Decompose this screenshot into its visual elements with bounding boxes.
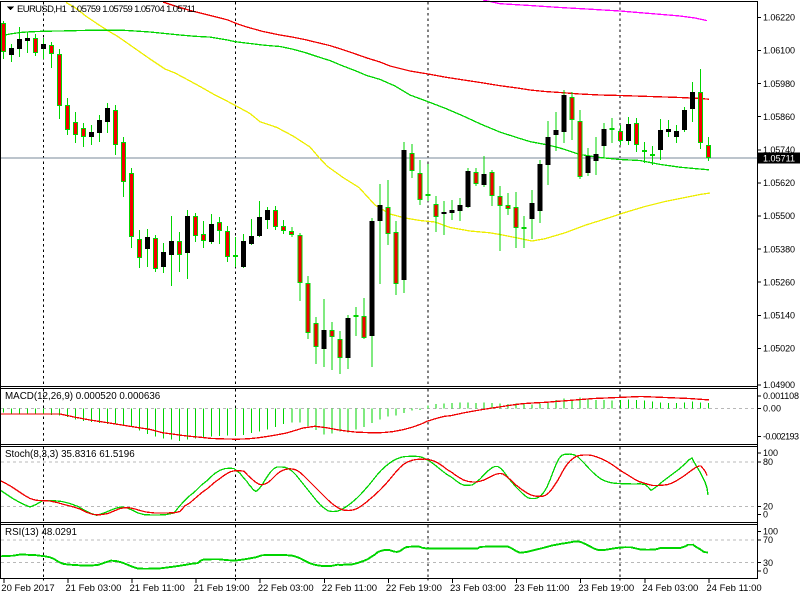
svg-text:1.05380: 1.05380 <box>763 244 795 254</box>
svg-text:70: 70 <box>763 535 773 545</box>
svg-text:1.05860: 1.05860 <box>763 112 795 122</box>
svg-text:80: 80 <box>763 457 773 467</box>
svg-text:22 Feb 11:00: 22 Feb 11:00 <box>322 583 377 594</box>
svg-text:RSI(13) 48.0291: RSI(13) 48.0291 <box>5 527 77 538</box>
svg-text:22 Feb 03:00: 22 Feb 03:00 <box>258 583 314 594</box>
svg-text:24 Feb 11:00: 24 Feb 11:00 <box>706 583 761 594</box>
svg-text:MACD(12,26,9) 0.000520 0.00063: MACD(12,26,9) 0.000520 0.000636 <box>5 391 161 402</box>
svg-text:EURUSD,H1 1.05759 1.05759 1.0: EURUSD,H1 1.05759 1.05759 1.05704 1.0571… <box>17 4 196 15</box>
svg-text:21 Feb 19:00: 21 Feb 19:00 <box>194 583 250 594</box>
svg-text:1.05620: 1.05620 <box>763 178 795 188</box>
svg-text:21 Feb 03:00: 21 Feb 03:00 <box>65 583 121 594</box>
svg-text:21 Feb 11:00: 21 Feb 11:00 <box>130 583 185 594</box>
svg-text:23 Feb 11:00: 23 Feb 11:00 <box>514 583 569 594</box>
svg-text:1.05980: 1.05980 <box>763 79 795 89</box>
svg-text:1.06100: 1.06100 <box>763 46 795 56</box>
svg-text:100: 100 <box>763 527 778 537</box>
svg-text:1.05711: 1.05711 <box>763 153 795 163</box>
svg-text:23 Feb 19:00: 23 Feb 19:00 <box>578 583 634 594</box>
svg-text:1.05500: 1.05500 <box>763 211 795 221</box>
svg-text:30: 30 <box>763 558 773 568</box>
svg-text:22 Feb 19:00: 22 Feb 19:00 <box>386 583 442 594</box>
svg-text:-0.002193: -0.002193 <box>763 432 799 442</box>
svg-text:1.05140: 1.05140 <box>763 311 795 321</box>
svg-text:20 Feb 2017: 20 Feb 2017 <box>1 583 54 594</box>
svg-text:0.001108: 0.001108 <box>763 391 799 401</box>
svg-text:20: 20 <box>763 502 773 512</box>
svg-text:1.05260: 1.05260 <box>763 277 795 287</box>
svg-text:0: 0 <box>763 566 768 576</box>
svg-text:23 Feb 03:00: 23 Feb 03:00 <box>450 583 506 594</box>
svg-text:100: 100 <box>763 448 778 458</box>
svg-text:0.00: 0.00 <box>763 404 781 414</box>
svg-text:24 Feb 03:00: 24 Feb 03:00 <box>642 583 698 594</box>
svg-text:1.05740: 1.05740 <box>763 145 795 155</box>
svg-text:1.06220: 1.06220 <box>763 13 795 23</box>
svg-text:0: 0 <box>763 510 768 520</box>
svg-text:Stoch(8,3,3) 35.8316 61.5196: Stoch(8,3,3) 35.8316 61.5196 <box>5 449 135 460</box>
svg-text:1.04900: 1.04900 <box>763 380 795 390</box>
svg-text:1.05020: 1.05020 <box>763 344 795 354</box>
